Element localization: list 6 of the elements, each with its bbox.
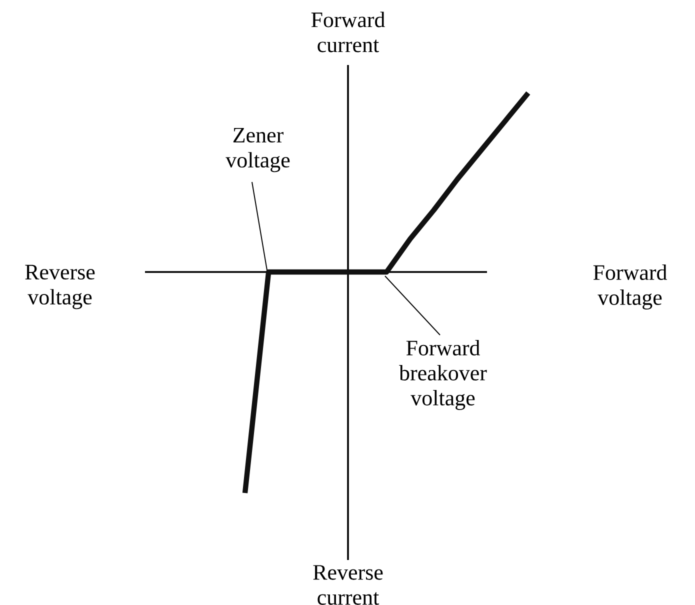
annotation: Zener voltage — [226, 128, 290, 172]
text: Reverse current — [313, 565, 383, 605]
annotation: Forward breakover voltage — [399, 340, 487, 410]
y-axis-title: Forward current — [311, 12, 385, 52]
text: Reverse voltage — [25, 264, 95, 310]
x-axis-title: Forward voltage — [593, 264, 667, 310]
